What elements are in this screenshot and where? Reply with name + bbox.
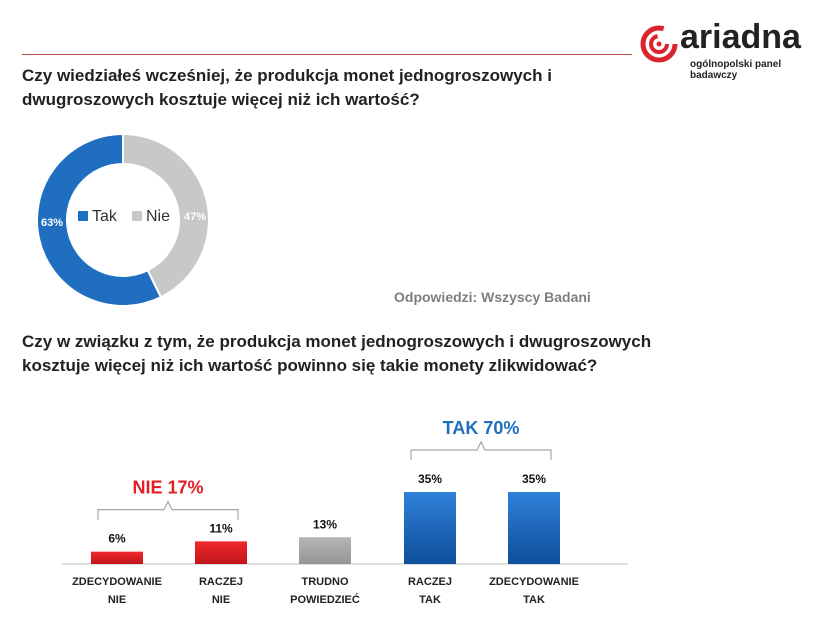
category-label-3: RACZEJ bbox=[408, 576, 452, 588]
legend-label-tak: Tak bbox=[92, 208, 118, 225]
ariadna-logo: ariadna ogólnopolski panel badawczy bbox=[640, 18, 826, 81]
group-label-0: NIE 17% bbox=[132, 478, 203, 498]
bar-1 bbox=[195, 541, 247, 564]
donut-slice-nie bbox=[122, 132, 210, 299]
donut-label-tak: 63% bbox=[41, 217, 63, 229]
bar-value-label-0: 6% bbox=[108, 532, 126, 546]
bar-0 bbox=[91, 551, 143, 564]
category-label-0: NIE bbox=[108, 594, 126, 606]
category-label-4: ZDECYDOWANIE bbox=[489, 576, 579, 588]
donut-label-nie: 47% bbox=[184, 211, 206, 223]
question-1: Czy wiedziałeś wcześniej, że produkcja m… bbox=[22, 66, 552, 109]
bar-value-label-3: 35% bbox=[418, 472, 442, 486]
legend-label-nie: Nie bbox=[146, 208, 170, 225]
category-label-1: NIE bbox=[212, 594, 230, 606]
logo-tagline: ogólnopolski panel badawczy bbox=[690, 59, 782, 81]
category-label-0: ZDECYDOWANIE bbox=[72, 576, 162, 588]
legend-swatch-nie bbox=[132, 211, 142, 221]
logo-spiral-icon bbox=[640, 25, 678, 63]
question-2: Czy w związku z tym, że produkcja monet … bbox=[22, 332, 652, 375]
logo-wordmark: ariadna bbox=[680, 18, 801, 56]
donut-slice-tak bbox=[36, 132, 163, 307]
group-label-1: TAK 70% bbox=[443, 418, 520, 438]
bar-2 bbox=[299, 537, 351, 564]
category-label-4: TAK bbox=[523, 594, 545, 606]
respondents-note: Odpowiedzi: Wszyscy Badani bbox=[394, 289, 591, 305]
group-bracket-1 bbox=[410, 440, 552, 460]
bar-value-label-2: 13% bbox=[313, 517, 337, 531]
category-label-2: TRUDNO bbox=[301, 576, 348, 588]
bar-value-label-4: 35% bbox=[522, 472, 546, 486]
legend-swatch-tak bbox=[78, 211, 88, 221]
bar-4 bbox=[508, 492, 560, 564]
group-bracket-0 bbox=[97, 500, 239, 520]
bar-value-label-1: 11% bbox=[209, 521, 233, 535]
bar-3 bbox=[404, 492, 456, 564]
category-label-1: RACZEJ bbox=[199, 576, 243, 588]
category-label-3: TAK bbox=[419, 594, 441, 606]
top-divider bbox=[22, 54, 632, 55]
category-label-2: POWIEDZIEĆ bbox=[290, 593, 360, 606]
